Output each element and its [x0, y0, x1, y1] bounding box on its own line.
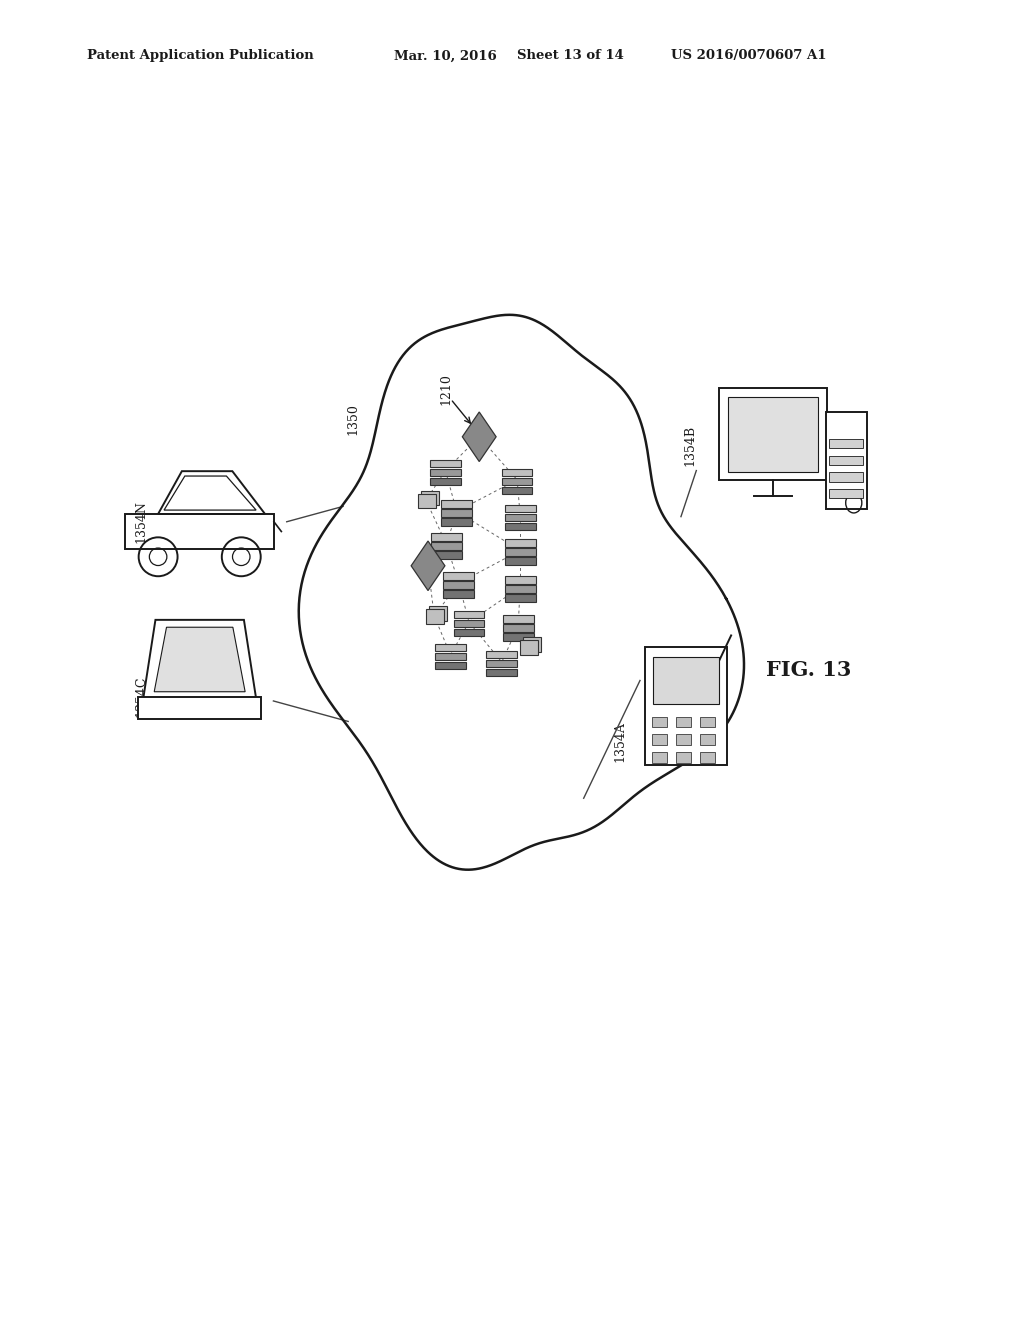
Text: 1354B: 1354B — [684, 425, 696, 466]
FancyBboxPatch shape — [486, 651, 517, 659]
FancyBboxPatch shape — [138, 697, 261, 719]
Polygon shape — [463, 412, 497, 462]
FancyBboxPatch shape — [418, 494, 436, 508]
FancyBboxPatch shape — [435, 644, 466, 651]
FancyBboxPatch shape — [676, 717, 691, 727]
FancyBboxPatch shape — [441, 519, 472, 525]
FancyBboxPatch shape — [825, 412, 866, 510]
FancyBboxPatch shape — [486, 669, 517, 676]
FancyBboxPatch shape — [523, 638, 542, 652]
FancyBboxPatch shape — [431, 552, 462, 558]
FancyBboxPatch shape — [435, 661, 466, 669]
FancyBboxPatch shape — [443, 572, 474, 579]
FancyBboxPatch shape — [653, 656, 719, 704]
FancyBboxPatch shape — [441, 500, 472, 508]
Text: FIG. 13: FIG. 13 — [766, 660, 852, 680]
FancyBboxPatch shape — [505, 513, 536, 521]
FancyBboxPatch shape — [505, 585, 536, 593]
FancyBboxPatch shape — [431, 543, 462, 549]
FancyBboxPatch shape — [435, 653, 466, 660]
FancyBboxPatch shape — [829, 455, 863, 465]
Text: 1210: 1210 — [439, 372, 452, 404]
FancyBboxPatch shape — [505, 557, 536, 565]
FancyBboxPatch shape — [430, 459, 461, 467]
Polygon shape — [155, 627, 245, 692]
Polygon shape — [411, 541, 444, 590]
Text: Sheet 13 of 14: Sheet 13 of 14 — [517, 49, 624, 62]
FancyBboxPatch shape — [505, 504, 536, 512]
FancyBboxPatch shape — [505, 540, 536, 546]
FancyBboxPatch shape — [676, 734, 691, 744]
FancyBboxPatch shape — [829, 440, 863, 449]
FancyBboxPatch shape — [502, 487, 532, 494]
Text: Mar. 10, 2016: Mar. 10, 2016 — [394, 49, 497, 62]
FancyBboxPatch shape — [454, 630, 484, 636]
FancyBboxPatch shape — [652, 752, 668, 763]
FancyBboxPatch shape — [652, 734, 668, 744]
FancyBboxPatch shape — [520, 640, 539, 655]
FancyBboxPatch shape — [503, 615, 534, 623]
FancyBboxPatch shape — [700, 717, 715, 727]
FancyBboxPatch shape — [829, 473, 863, 482]
FancyBboxPatch shape — [454, 620, 484, 627]
FancyBboxPatch shape — [502, 478, 532, 486]
FancyBboxPatch shape — [454, 611, 484, 619]
FancyBboxPatch shape — [676, 752, 691, 763]
Text: US 2016/0070607 A1: US 2016/0070607 A1 — [671, 49, 826, 62]
Text: 1350: 1350 — [347, 404, 359, 436]
FancyBboxPatch shape — [505, 594, 536, 602]
FancyBboxPatch shape — [728, 397, 818, 473]
FancyBboxPatch shape — [503, 634, 534, 640]
Text: 1354N: 1354N — [135, 500, 147, 544]
FancyBboxPatch shape — [486, 660, 517, 668]
Text: 1354C: 1354C — [135, 675, 147, 717]
Text: 1354A: 1354A — [613, 722, 626, 763]
FancyBboxPatch shape — [421, 491, 439, 506]
Text: Patent Application Publication: Patent Application Publication — [87, 49, 313, 62]
FancyBboxPatch shape — [645, 647, 727, 766]
FancyBboxPatch shape — [430, 469, 461, 477]
FancyBboxPatch shape — [700, 734, 715, 744]
FancyBboxPatch shape — [505, 577, 536, 583]
FancyBboxPatch shape — [502, 469, 532, 477]
FancyBboxPatch shape — [829, 488, 863, 498]
FancyBboxPatch shape — [652, 717, 668, 727]
FancyBboxPatch shape — [505, 548, 536, 556]
FancyBboxPatch shape — [443, 581, 474, 589]
FancyBboxPatch shape — [719, 388, 827, 479]
FancyBboxPatch shape — [505, 523, 536, 529]
FancyBboxPatch shape — [503, 624, 534, 631]
FancyBboxPatch shape — [430, 478, 461, 484]
FancyBboxPatch shape — [429, 606, 447, 622]
FancyBboxPatch shape — [443, 590, 474, 598]
FancyBboxPatch shape — [431, 533, 462, 541]
FancyBboxPatch shape — [441, 510, 472, 517]
FancyBboxPatch shape — [700, 752, 715, 763]
FancyBboxPatch shape — [426, 610, 444, 624]
